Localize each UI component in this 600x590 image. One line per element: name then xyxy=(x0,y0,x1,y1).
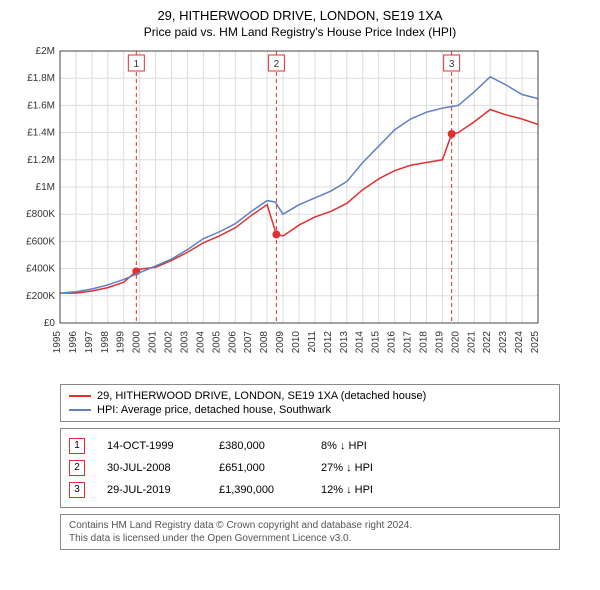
svg-text:2012: 2012 xyxy=(323,330,334,353)
event-delta: 12% ↓ HPI xyxy=(321,484,373,496)
event-price: £651,000 xyxy=(219,462,299,474)
page-subtitle: Price paid vs. HM Land Registry's House … xyxy=(10,25,590,39)
svg-text:£800K: £800K xyxy=(26,209,55,220)
event-row: 1 14-OCT-1999 £380,000 8% ↓ HPI xyxy=(69,435,551,457)
footer-line-2: This data is licensed under the Open Gov… xyxy=(69,532,551,545)
svg-text:£600K: £600K xyxy=(26,236,55,247)
events-table: 1 14-OCT-1999 £380,000 8% ↓ HPI 2 30-JUL-2008… xyxy=(60,428,560,508)
event-date: 30-JUL-2008 xyxy=(107,462,197,474)
chart-area: £0 £200K £400K £600K £800K £1M £1.2M £1.4M £1.6M… xyxy=(10,43,590,378)
legend-swatch xyxy=(69,395,91,397)
legend: 29, HITHERWOOD DRIVE, LONDON, SE19 1XA (… xyxy=(60,384,560,422)
svg-text:2025: 2025 xyxy=(530,330,541,353)
svg-text:1997: 1997 xyxy=(84,330,95,353)
svg-text:2005: 2005 xyxy=(211,330,222,353)
svg-text:2020: 2020 xyxy=(450,330,461,353)
svg-text:£2M: £2M xyxy=(36,46,55,57)
svg-text:1: 1 xyxy=(134,59,140,70)
legend-swatch xyxy=(69,409,91,411)
svg-text:2024: 2024 xyxy=(514,330,525,353)
svg-text:1996: 1996 xyxy=(68,330,79,353)
svg-text:2007: 2007 xyxy=(243,330,254,353)
event-number-box: 1 xyxy=(69,438,85,454)
attribution-footer: Contains HM Land Registry data © Crown c… xyxy=(60,514,560,550)
svg-text:£200K: £200K xyxy=(26,291,55,302)
event-number-box: 3 xyxy=(69,482,85,498)
svg-text:£1M: £1M xyxy=(36,182,55,193)
event-row: 3 29-JUL-2019 £1,390,000 12% ↓ HPI xyxy=(69,479,551,501)
event-row: 2 30-JUL-2008 £651,000 27% ↓ HPI xyxy=(69,457,551,479)
line-chart: £0 £200K £400K £600K £800K £1M £1.2M £1.4M £1.6M… xyxy=(10,43,550,373)
svg-text:2017: 2017 xyxy=(403,330,414,353)
svg-text:2004: 2004 xyxy=(195,330,206,353)
event-date: 14-OCT-1999 xyxy=(107,440,197,452)
svg-text:£0: £0 xyxy=(44,318,56,329)
svg-text:2014: 2014 xyxy=(355,330,366,353)
svg-text:2003: 2003 xyxy=(179,330,190,353)
svg-text:£1.8M: £1.8M xyxy=(27,73,55,84)
svg-text:2000: 2000 xyxy=(132,330,143,353)
svg-text:2021: 2021 xyxy=(466,330,477,353)
svg-text:2002: 2002 xyxy=(164,330,175,353)
svg-text:2001: 2001 xyxy=(148,330,159,353)
event-delta: 8% ↓ HPI xyxy=(321,440,367,452)
svg-text:2013: 2013 xyxy=(339,330,350,353)
svg-text:£1.2M: £1.2M xyxy=(27,155,55,166)
svg-text:2016: 2016 xyxy=(387,330,398,353)
svg-text:£400K: £400K xyxy=(26,263,55,274)
legend-label: HPI: Average price, detached house, Sout… xyxy=(97,404,331,416)
svg-text:2018: 2018 xyxy=(418,330,429,353)
event-price: £1,390,000 xyxy=(219,484,299,496)
svg-text:2019: 2019 xyxy=(434,330,445,353)
svg-text:1995: 1995 xyxy=(52,330,63,353)
svg-text:2011: 2011 xyxy=(307,330,318,352)
svg-text:2010: 2010 xyxy=(291,330,302,353)
legend-label: 29, HITHERWOOD DRIVE, LONDON, SE19 1XA (… xyxy=(97,390,426,402)
svg-text:2022: 2022 xyxy=(482,330,493,353)
event-delta: 27% ↓ HPI xyxy=(321,462,373,474)
legend-item: 29, HITHERWOOD DRIVE, LONDON, SE19 1XA (… xyxy=(69,389,551,403)
svg-text:2015: 2015 xyxy=(371,330,382,353)
svg-text:2009: 2009 xyxy=(275,330,286,353)
svg-text:3: 3 xyxy=(449,59,455,70)
legend-item: HPI: Average price, detached house, Sout… xyxy=(69,403,551,417)
page-title: 29, HITHERWOOD DRIVE, LONDON, SE19 1XA xyxy=(10,8,590,25)
footer-line-1: Contains HM Land Registry data © Crown c… xyxy=(69,519,551,532)
event-price: £380,000 xyxy=(219,440,299,452)
event-number-box: 2 xyxy=(69,460,85,476)
svg-text:£1.4M: £1.4M xyxy=(27,127,55,138)
svg-text:2: 2 xyxy=(274,59,280,70)
svg-text:2023: 2023 xyxy=(498,330,509,353)
event-date: 29-JUL-2019 xyxy=(107,484,197,496)
svg-text:2006: 2006 xyxy=(227,330,238,353)
svg-text:£1.6M: £1.6M xyxy=(27,100,55,111)
chart-container: 29, HITHERWOOD DRIVE, LONDON, SE19 1XA P… xyxy=(0,0,600,558)
svg-text:2008: 2008 xyxy=(259,330,270,353)
svg-text:1998: 1998 xyxy=(100,330,111,353)
svg-text:1999: 1999 xyxy=(116,330,127,353)
